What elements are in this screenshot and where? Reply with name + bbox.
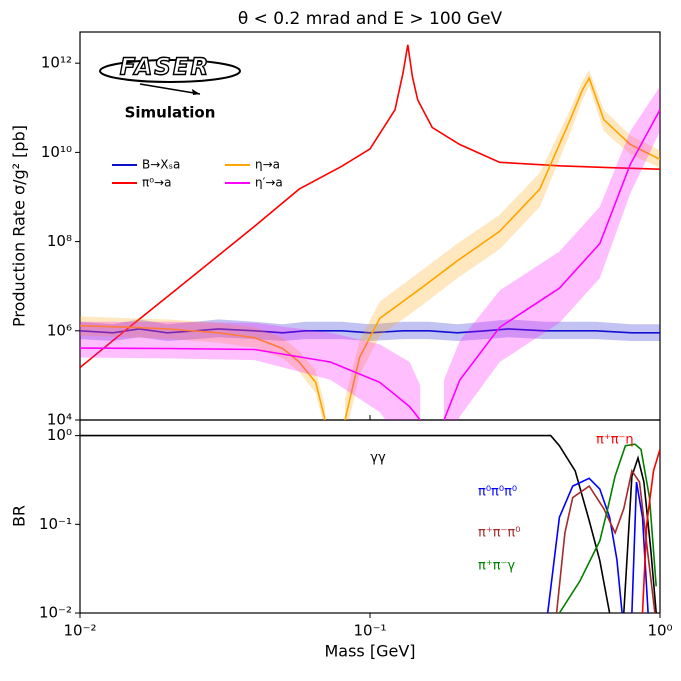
plot-area: [80, 44, 660, 420]
legend-label: η′→a: [255, 176, 283, 190]
data-line: [80, 76, 660, 420]
plot-frame: [79, 419, 661, 614]
series-label: π⁺π⁻γ: [478, 559, 515, 574]
logo-text: FASER: [120, 55, 211, 81]
logo-swoosh: [99, 59, 241, 83]
logo: FASER Simulation: [99, 54, 241, 122]
x-axis-label: Mass [GeV]: [324, 642, 415, 661]
series-label: γγ: [370, 451, 386, 466]
series-label: π⁰π⁰π⁰: [478, 485, 517, 500]
logo-arrow: [139, 83, 201, 95]
logo-subtitle: Simulation: [125, 104, 216, 122]
legend-label: B→Xₛa: [142, 158, 180, 172]
series-label: π⁺π⁻π⁰: [478, 526, 520, 541]
y-tick-label: 10⁻²: [39, 604, 72, 622]
plot-area: [80, 434, 660, 613]
y-tick-label: 10⁸: [47, 232, 72, 250]
x-tick-label: 10⁰: [647, 622, 672, 640]
data-line: [641, 449, 660, 613]
y-tick-label: 10⁰: [47, 426, 72, 444]
x-tick-label: 10⁻²: [63, 622, 96, 640]
data-line: [80, 44, 660, 369]
x-tick-label: 10⁻¹: [353, 622, 386, 640]
error-band: [80, 70, 660, 420]
y-tick-label: 10⁻¹: [39, 515, 72, 533]
y-tick-label: 10¹²: [41, 54, 72, 72]
logo-arrow-head: [192, 89, 200, 95]
legend-label: π⁰→a: [142, 176, 171, 190]
chart-title: θ < 0.2 mrad and E > 100 GeV: [238, 9, 503, 29]
data-line: [80, 328, 660, 334]
legend-label: η→a: [255, 158, 280, 172]
y-axis-label: Production Rate σ/g² [pb]: [10, 125, 29, 327]
error-band: [80, 86, 660, 420]
data-line: [80, 109, 660, 420]
data-line: [555, 468, 656, 613]
data-line: [558, 443, 657, 613]
series-label: π⁺π⁻η: [596, 433, 634, 448]
y-tick-label: 10¹⁰: [41, 143, 72, 161]
y-tick-label: 10⁴: [47, 411, 72, 429]
data-line: [80, 434, 657, 613]
y-axis-label: BR: [10, 505, 29, 527]
error-band: [80, 319, 660, 341]
y-tick-label: 10⁶: [47, 321, 72, 339]
